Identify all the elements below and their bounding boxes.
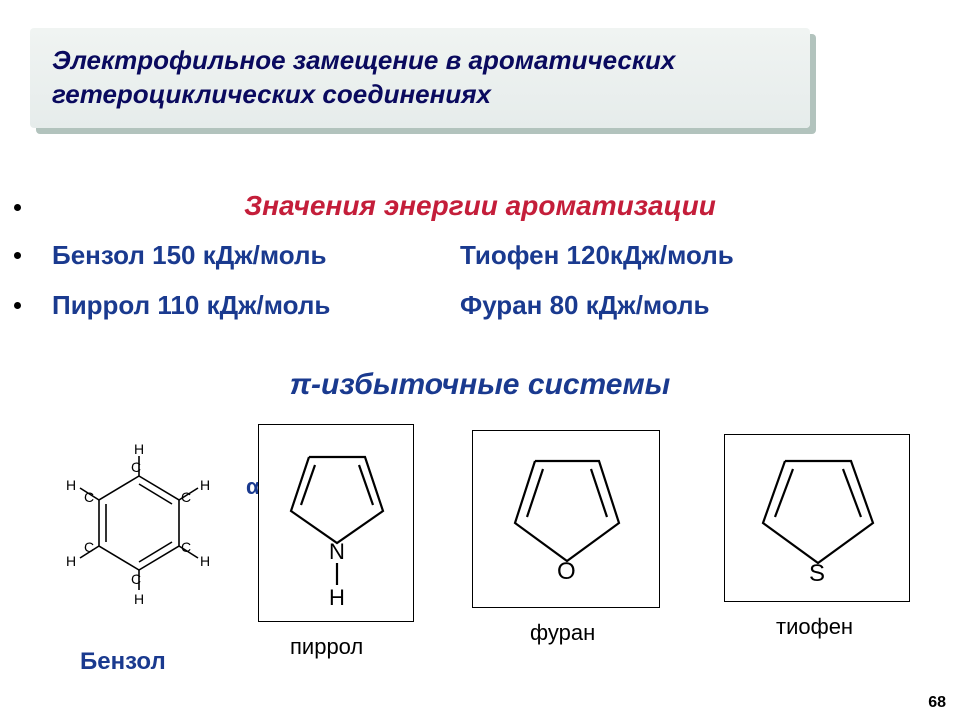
furan-structure: O xyxy=(472,430,660,608)
page-number: 68 xyxy=(928,694,946,712)
bullet xyxy=(14,302,21,309)
label-pyrrole: пиррол xyxy=(290,634,363,660)
svg-text:C: C xyxy=(181,489,191,505)
svg-text:N: N xyxy=(329,539,345,564)
thiophene-structure: S xyxy=(724,434,910,602)
pyrrole-structure: N H xyxy=(258,424,414,622)
label-thiophene: тиофен xyxy=(776,614,853,640)
label-furan: фуран xyxy=(530,620,595,646)
svg-text:C: C xyxy=(181,539,191,555)
pi-excess-title: π-избыточные системы xyxy=(0,368,960,402)
svg-text:H: H xyxy=(66,477,76,493)
energy-thiophene: Тиофен 120кДж/моль xyxy=(460,240,734,271)
energy-benzene: Бензол 150 кДж/моль xyxy=(52,240,327,271)
svg-text:H: H xyxy=(329,585,345,610)
bullet xyxy=(14,252,21,259)
subtitle: Значения энергии ароматизации xyxy=(0,190,960,222)
svg-text:C: C xyxy=(84,539,94,555)
svg-text:C: C xyxy=(131,571,141,587)
page-title: Электрофильное замещение в ароматических… xyxy=(52,44,788,112)
benzene-structure: H H H H H H C C C C C C xyxy=(56,438,222,618)
svg-text:S: S xyxy=(809,560,825,587)
svg-text:H: H xyxy=(66,553,76,569)
label-benzene: Бензол xyxy=(80,648,166,676)
energy-pyrrole: Пиррол 110 кДж/моль xyxy=(52,290,330,321)
energy-furan: Фуран 80 кДж/моль xyxy=(460,290,710,321)
svg-text:C: C xyxy=(131,459,141,475)
svg-text:H: H xyxy=(200,553,210,569)
svg-text:C: C xyxy=(84,489,94,505)
svg-text:H: H xyxy=(134,591,144,607)
svg-text:O: O xyxy=(557,558,576,585)
title-bar: Электрофильное замещение в ароматических… xyxy=(30,28,810,128)
svg-text:H: H xyxy=(134,441,144,457)
svg-text:H: H xyxy=(200,477,210,493)
